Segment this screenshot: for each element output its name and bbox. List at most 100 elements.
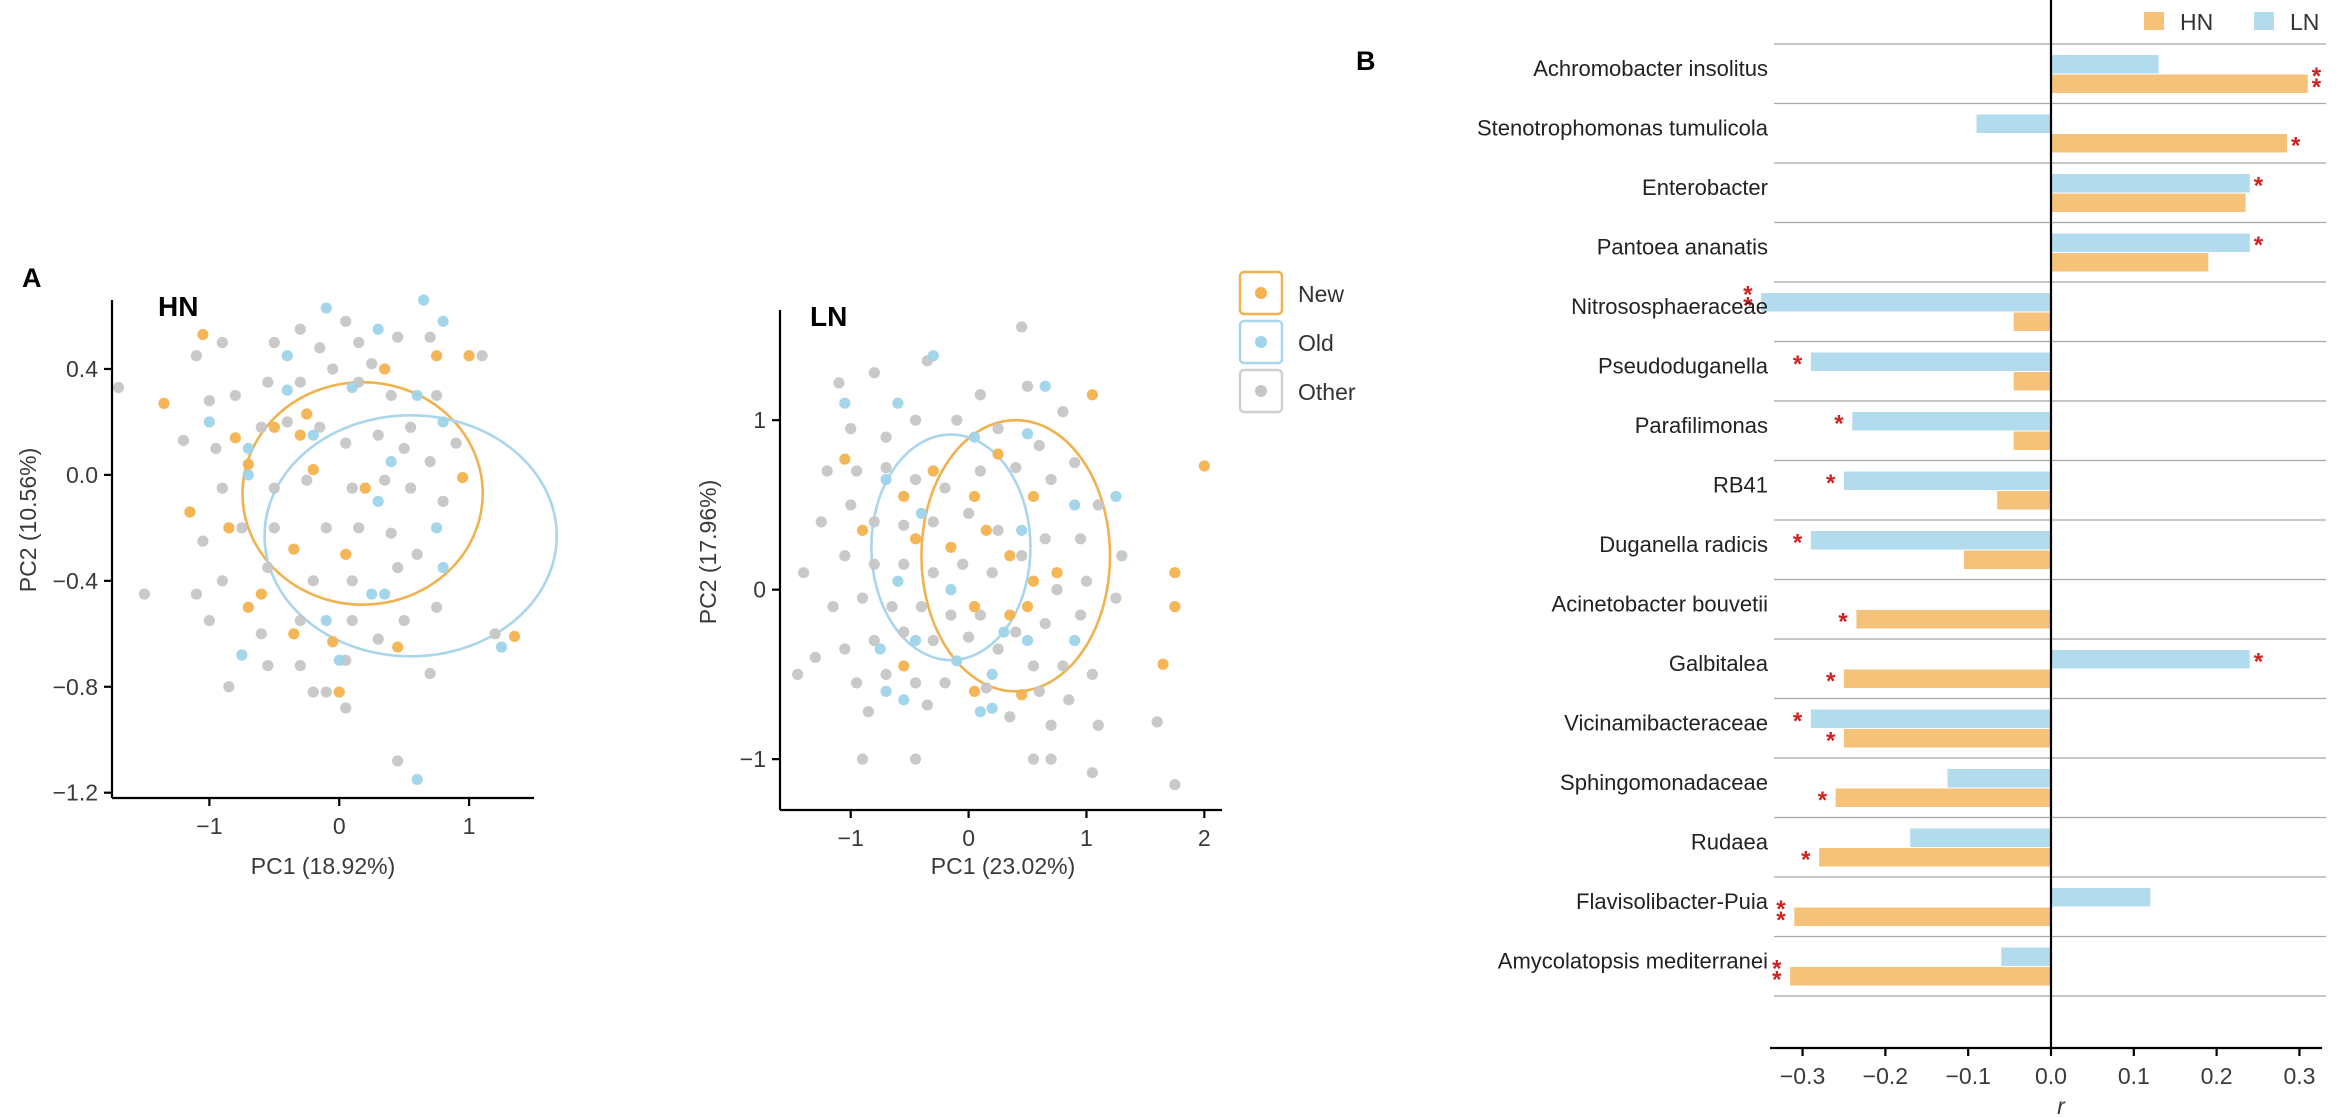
ln-point-other — [909, 414, 922, 426]
ln-point-other — [827, 601, 839, 613]
hn-point-other — [424, 456, 436, 468]
significance-mark-hn: * — [1772, 955, 1782, 982]
hn-point-other — [353, 336, 365, 349]
ln-point-old — [874, 643, 886, 655]
ln-point-other — [1033, 439, 1045, 452]
bar-chart-bars — [1761, 55, 2308, 986]
significance-mark-hn: * — [1838, 608, 1848, 635]
ln-point-other — [851, 465, 863, 477]
ln-point-other — [1110, 592, 1122, 604]
ln-point-other — [880, 431, 892, 443]
ln-point-other — [1057, 406, 1069, 418]
ln-points — [792, 321, 1210, 791]
hn-point-other — [294, 376, 306, 388]
significance-mark-ln: * — [2254, 648, 2264, 675]
hn-point-other — [138, 588, 151, 600]
ln-point-other — [962, 507, 975, 519]
ln-point-other — [1045, 753, 1057, 765]
ln-point-other — [792, 668, 804, 681]
ln-x-tick-label: 0 — [962, 825, 975, 851]
significance-mark-ln: * — [2254, 172, 2264, 199]
hn-point-old — [236, 649, 248, 661]
ln-point-other — [856, 753, 869, 765]
ln-point-new — [898, 660, 910, 672]
ln-point-other — [1027, 753, 1040, 765]
ln-x-tick-label: 1 — [1080, 825, 1093, 851]
ln-point-new — [1169, 601, 1181, 613]
hn-point-other — [392, 755, 404, 767]
ln-point-other — [986, 567, 998, 579]
ln-pca-plot: 1 0 −1 −1 0 1 2 LN PC1 (23.02%) PC2 (17.96%) — [695, 301, 1222, 879]
hn-point-new — [359, 482, 371, 494]
ln-point-other — [1004, 711, 1016, 723]
significance-mark-hn: * — [1818, 787, 1828, 814]
hn-point-other — [112, 381, 125, 394]
ln-point-other — [951, 414, 963, 426]
hn-pca-plot: 0.40.0−0.4−0.8−1.2 −1 0 1 HN PC1 (18.92%) … — [15, 291, 559, 879]
ln-point-other — [974, 609, 986, 621]
ln-point-new — [839, 453, 851, 465]
bar-ln — [2051, 650, 2250, 669]
ln-point-other — [974, 389, 986, 401]
hn-point-new — [184, 506, 196, 518]
ln-point-other — [1039, 617, 1051, 630]
ln-point-other — [898, 626, 910, 638]
hn-point-other — [255, 628, 267, 640]
hn-point-other — [327, 363, 339, 375]
legend-new-label: New — [1298, 281, 1344, 307]
ln-point-other — [909, 677, 922, 689]
hn-y-tick-label: −1.2 — [53, 780, 98, 806]
hn-point-new — [392, 641, 404, 653]
hn-point-other — [450, 437, 462, 449]
hn-point-other — [216, 336, 228, 349]
hn-point-new — [255, 588, 267, 600]
bar-hn — [2051, 74, 2308, 93]
ln-point-other — [945, 609, 957, 621]
significance-mark-ln: * — [1793, 529, 1803, 556]
legend-other-label: Other — [1298, 379, 1356, 405]
ln-point-other — [974, 465, 986, 477]
ln-ellipse-old — [870, 433, 1032, 662]
ln-ellipses — [870, 418, 1112, 693]
hn-point-other — [476, 350, 488, 362]
bar-hn — [1843, 669, 2051, 688]
ln-point-new — [1021, 601, 1034, 613]
significance-mark-ln: * — [1793, 708, 1803, 735]
ln-point-new — [1016, 689, 1028, 701]
category-label: Galbitalea — [1669, 651, 1769, 676]
ln-point-other — [1027, 660, 1040, 672]
ln-point-old — [892, 397, 904, 409]
hn-point-new — [242, 458, 254, 470]
ln-point-new — [1004, 609, 1016, 621]
hn-x-tick-label: −1 — [196, 813, 222, 839]
significance-mark-ln: * — [1793, 351, 1803, 378]
bar-hn — [1790, 967, 2051, 986]
ln-point-other — [821, 465, 833, 477]
hn-point-other — [437, 495, 449, 507]
ln-y-ticks: 1 0 −1 — [740, 407, 780, 772]
hn-point-other — [216, 482, 228, 494]
ln-point-other — [797, 567, 810, 579]
hn-point-old — [320, 302, 332, 314]
category-label: Vicinamibacteraceae — [1564, 711, 1768, 736]
hn-point-other — [431, 389, 443, 402]
hn-points — [112, 294, 521, 786]
bar-ln — [2051, 174, 2250, 193]
hn-x-ticks: −1 0 1 — [196, 798, 475, 839]
ln-point-other — [957, 558, 969, 570]
category-label: Pseudoduganella — [1598, 354, 1769, 379]
bar-x-tick-label: −0.2 — [1863, 1063, 1908, 1089]
panel-b-legend: HN LN — [2144, 9, 2319, 35]
hn-point-new — [463, 350, 475, 362]
hn-point-other — [314, 342, 326, 354]
hn-point-other — [431, 601, 443, 613]
hn-point-other — [301, 474, 313, 486]
bar-hn — [1964, 550, 2051, 569]
ln-point-old — [951, 655, 963, 667]
bar-chart-x-label: r — [2057, 1093, 2066, 1118]
ln-point-other — [880, 668, 892, 681]
ln-point-other — [992, 423, 1004, 435]
bar-ln — [2051, 55, 2159, 74]
bar-ln — [2001, 947, 2051, 966]
bar-hn — [1843, 729, 2051, 748]
